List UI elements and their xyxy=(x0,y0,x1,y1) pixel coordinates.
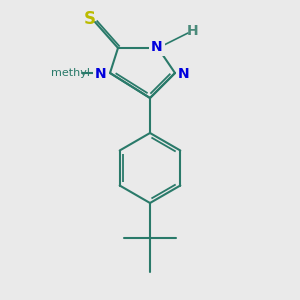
Text: N: N xyxy=(178,67,190,81)
Text: H: H xyxy=(187,24,199,38)
Text: methyl: methyl xyxy=(50,68,89,78)
Text: S: S xyxy=(84,10,96,28)
Text: N: N xyxy=(95,67,107,81)
Text: N: N xyxy=(151,40,163,54)
